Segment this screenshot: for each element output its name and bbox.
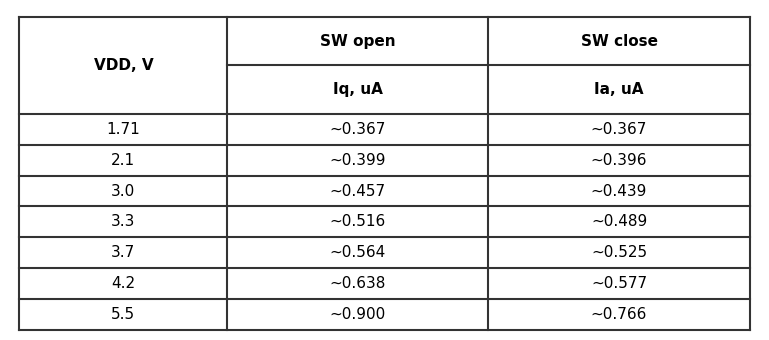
Text: SW close: SW close	[581, 34, 657, 49]
Text: 3.3: 3.3	[112, 215, 135, 230]
Text: ~0.577: ~0.577	[591, 276, 647, 291]
Text: SW open: SW open	[320, 34, 395, 49]
Text: ~0.399: ~0.399	[330, 153, 386, 168]
Text: ~0.516: ~0.516	[330, 215, 386, 230]
Text: 2.1: 2.1	[112, 153, 135, 168]
Text: ~0.638: ~0.638	[330, 276, 386, 291]
Text: ~0.525: ~0.525	[591, 245, 647, 260]
Text: Iq, uA: Iq, uA	[333, 82, 383, 97]
Text: ~0.489: ~0.489	[591, 215, 647, 230]
Text: 5.5: 5.5	[112, 307, 135, 322]
Text: ~0.900: ~0.900	[330, 307, 386, 322]
Text: ~0.439: ~0.439	[591, 184, 647, 199]
Text: ~0.367: ~0.367	[591, 122, 647, 137]
Text: 3.0: 3.0	[112, 184, 135, 199]
Text: 3.7: 3.7	[112, 245, 135, 260]
Text: ~0.564: ~0.564	[330, 245, 386, 260]
Text: 4.2: 4.2	[112, 276, 135, 291]
Text: 1.71: 1.71	[106, 122, 140, 137]
Text: Ia, uA: Ia, uA	[594, 82, 644, 97]
Text: VDD, V: VDD, V	[94, 58, 153, 73]
Text: ~0.766: ~0.766	[591, 307, 647, 322]
Text: ~0.396: ~0.396	[591, 153, 647, 168]
Text: ~0.367: ~0.367	[330, 122, 386, 137]
Text: ~0.457: ~0.457	[330, 184, 386, 199]
